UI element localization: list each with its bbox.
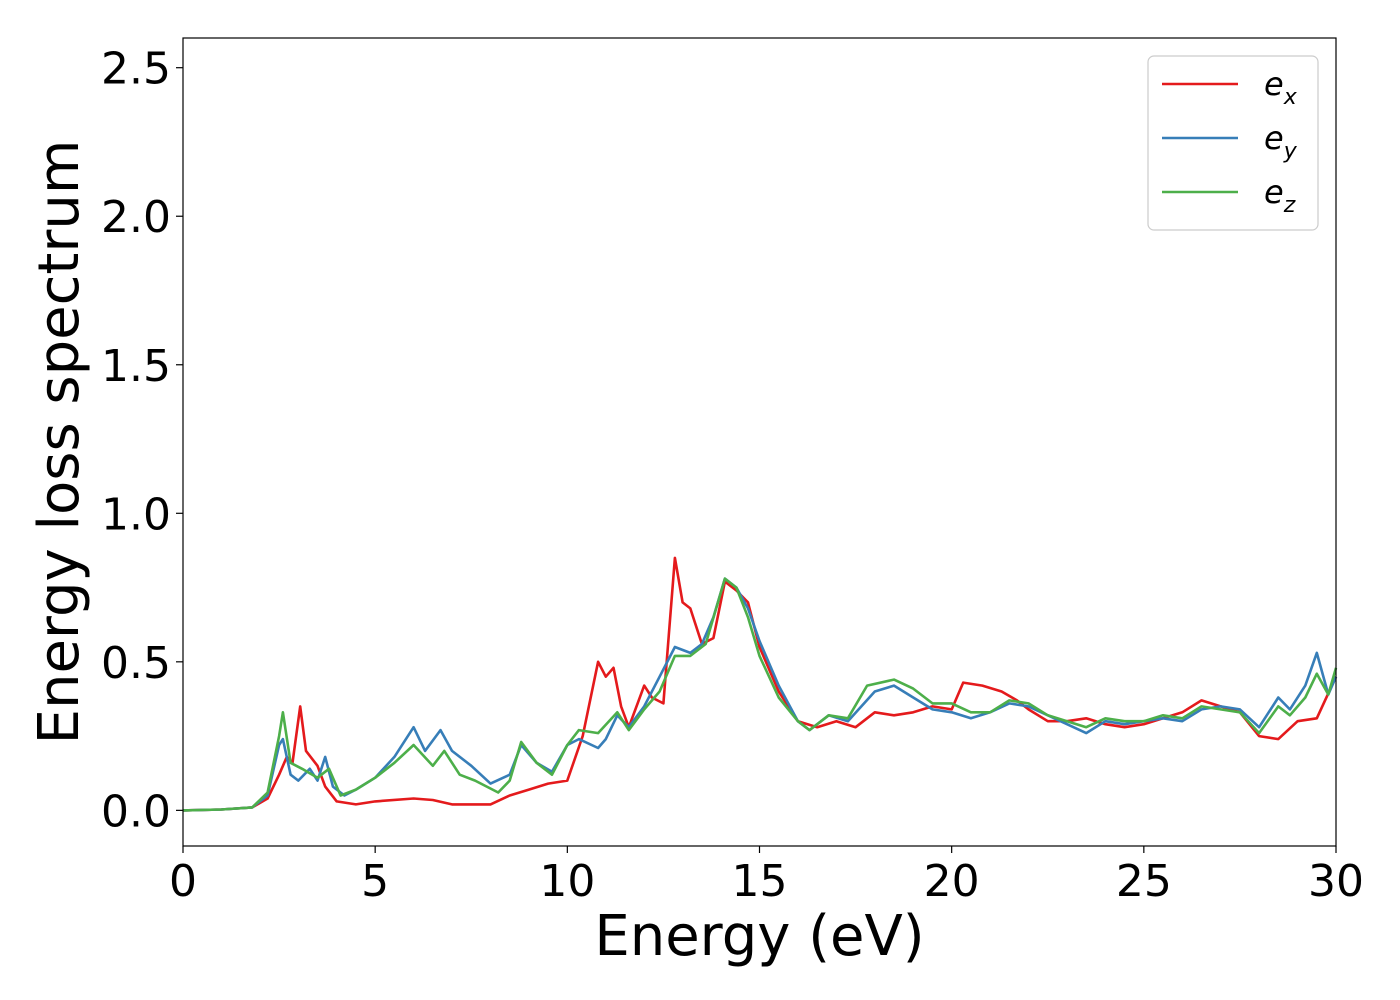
- legend-box: [1147, 55, 1319, 231]
- x-tick-label: 5: [361, 856, 389, 907]
- legend-label-subscript: y: [1283, 139, 1298, 164]
- legend-label-base: e: [1264, 119, 1284, 157]
- legend-label: ex: [1264, 65, 1298, 110]
- y-tick-label: 1.5: [101, 341, 171, 392]
- x-tick-label: 20: [924, 856, 980, 907]
- y-axis: 0.0 0.5 1.0 1.5 2.0 2.5: [101, 44, 183, 837]
- x-tick-label: 15: [732, 856, 788, 907]
- y-tick-label: 1.0: [101, 489, 171, 540]
- legend-label-base: e: [1264, 65, 1284, 103]
- x-axis: 0 5 10 15 20 25 30: [169, 846, 1364, 907]
- y-tick-label: 2.0: [101, 192, 171, 243]
- y-axis-title: Energy loss spectrum: [27, 140, 92, 745]
- y-tick-label: 0.0: [101, 786, 171, 837]
- x-tick-label: 30: [1308, 856, 1364, 907]
- x-tick-label: 10: [539, 856, 595, 907]
- legend-label: ey: [1264, 119, 1298, 164]
- y-tick-label: 0.5: [101, 638, 171, 689]
- y-tick-label: 2.5: [101, 44, 171, 95]
- legend-label-base: e: [1264, 173, 1284, 211]
- series-line-ez: [182, 577, 1338, 812]
- x-tick-label: 25: [1116, 856, 1172, 907]
- series-line-ex: [182, 556, 1338, 812]
- legend-label-subscript: z: [1283, 193, 1296, 218]
- legend-label: ez: [1264, 173, 1296, 218]
- x-tick-label: 0: [169, 856, 197, 907]
- legend-label-subscript: x: [1283, 85, 1298, 110]
- x-axis-title: Energy (eV): [594, 904, 924, 969]
- series-layer: [182, 556, 1338, 812]
